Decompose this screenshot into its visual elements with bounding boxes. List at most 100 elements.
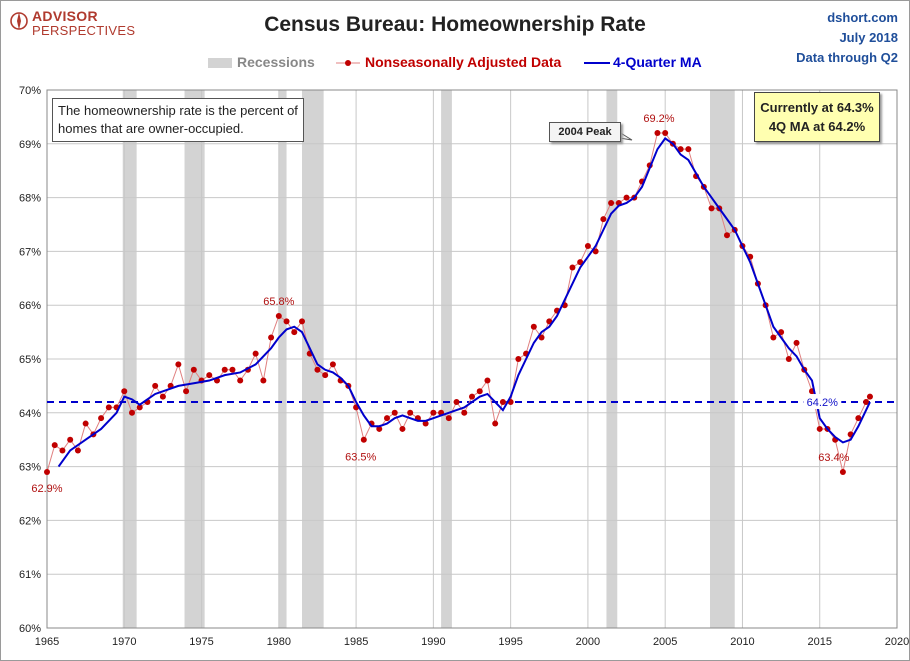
- plot-border: [46, 89, 898, 629]
- ma-series: [57, 137, 871, 468]
- compass-icon: [10, 12, 28, 30]
- nsa-series: [44, 130, 873, 475]
- nsa-data-point: [105, 404, 112, 411]
- current-ma-text: 4Q MA at 64.2%: [768, 119, 866, 134]
- x-tick-label: 1970: [112, 636, 136, 648]
- nsa-data-point: [685, 146, 692, 153]
- nsa-data-point: [453, 399, 460, 406]
- y-tick-label: 69%: [19, 139, 41, 151]
- nsa-data-point: [391, 409, 398, 416]
- nsa-data-point: [584, 243, 591, 250]
- nsa-data-point: [322, 372, 329, 379]
- nsa-data-point: [98, 415, 105, 422]
- axes: 60% 61% 62% 63% 64% 65% 66% 67% 68% 69% 70% 1965 197…: [19, 85, 909, 648]
- x-tick-label: 1975: [189, 636, 213, 648]
- nsa-data-point: [608, 199, 615, 206]
- definition-note: The homeownership rate is the percent of…: [52, 98, 304, 142]
- nsa-data-point: [206, 372, 213, 379]
- nsa-data-point: [44, 468, 50, 475]
- nsa-data-point: [484, 377, 491, 384]
- chart-title: Census Bureau: Homeownership Rate: [264, 13, 646, 36]
- nsa-data-point: [770, 334, 777, 341]
- nsa-data-point: [530, 323, 537, 330]
- y-tick-label: 63%: [19, 462, 41, 474]
- ma-series-line: [57, 137, 871, 468]
- nsa-data-point: [74, 447, 81, 454]
- y-tick-label: 68%: [19, 193, 41, 205]
- advisor-perspectives-logo: ADVISOR PERSPECTIVES: [10, 8, 140, 40]
- y-tick-label: 60%: [19, 623, 41, 635]
- nsa-data-point: [229, 366, 236, 373]
- nsa-data-point: [863, 399, 870, 406]
- point-value-label: 69.2%: [643, 113, 674, 125]
- reference-value-label: 64.2%: [807, 397, 838, 409]
- gridlines: [46, 89, 898, 629]
- x-tick-label: 2015: [807, 636, 831, 648]
- nsa-data-point: [793, 339, 800, 346]
- nsa-data-point: [839, 468, 846, 475]
- nsa-series-line: [46, 132, 871, 473]
- nsa-data-point: [384, 415, 390, 422]
- nsa-data-point: [654, 130, 661, 137]
- nsa-data-point: [492, 420, 499, 427]
- nsa-data-point: [268, 334, 275, 341]
- point-value-label: 63.5%: [345, 452, 376, 464]
- nsa-data-point: [855, 415, 862, 422]
- nsa-data-point: [422, 420, 429, 427]
- y-tick-label: 61%: [19, 569, 41, 581]
- nsa-data-point: [291, 329, 298, 336]
- legend-ma-label: 4-Quarter MA: [613, 54, 702, 70]
- nsa-data-point: [51, 442, 58, 449]
- nsa-data-point: [724, 232, 730, 239]
- nsa-data-point: [677, 146, 684, 153]
- nsa-data-point: [152, 382, 159, 389]
- x-tick-label: 1995: [498, 636, 522, 648]
- nsa-data-point: [708, 205, 715, 212]
- legend-recessions-label: Recessions: [237, 54, 315, 70]
- current-value-box: Currently at 64.3% 4Q MA at 64.2%: [754, 92, 880, 142]
- peak-callout: 2004 Peak: [549, 122, 621, 142]
- x-tick-label: 1980: [267, 636, 291, 648]
- nsa-data-point: [159, 393, 166, 400]
- legend-ma-swatch: [584, 62, 610, 64]
- nsa-data-point: [399, 425, 406, 432]
- ref-label-bg: [803, 394, 842, 410]
- nsa-data-point: [778, 329, 785, 336]
- nsa-data-point: [785, 356, 792, 362]
- current-rate-text: Currently at 64.3%: [760, 100, 874, 115]
- nsa-data-point: [577, 259, 584, 266]
- nsa-data-point: [866, 393, 873, 400]
- source-date: July 2018: [839, 30, 898, 45]
- point-labels: 62.9% 65.8% 63.5% 69.2% 63.4% 64.2%: [31, 113, 849, 495]
- y-tick-label: 67%: [19, 246, 41, 258]
- point-value-label: 63.4%: [818, 452, 849, 464]
- nsa-data-point: [476, 388, 483, 395]
- x-tick-label: 2000: [576, 636, 600, 648]
- nsa-data-point: [221, 366, 228, 373]
- nsa-data-point: [314, 366, 321, 373]
- nsa-data-point: [499, 399, 506, 406]
- chart-legend: Recessions Nonseasonally Adjusted Data 4…: [0, 53, 910, 73]
- y-tick-label: 65%: [19, 354, 41, 366]
- x-tick-label: 2020: [885, 636, 909, 648]
- nsa-data-point: [623, 194, 630, 201]
- nsa-data-point: [67, 436, 74, 443]
- nsa-data-point: [299, 318, 305, 325]
- nsa-data-point: [175, 361, 182, 368]
- source-block: dshort.com July 2018 Data through Q2: [796, 8, 898, 68]
- nsa-data-point: [360, 436, 367, 443]
- y-tick-label: 66%: [19, 300, 41, 312]
- nsa-data-point: [600, 216, 607, 223]
- nsa-data-point: [445, 415, 452, 422]
- nsa-data-point: [592, 248, 599, 255]
- legend-nsa-swatch: [336, 60, 360, 66]
- nsa-data-point: [59, 447, 66, 454]
- nsa-data-point: [260, 377, 267, 384]
- logo-line2: PERSPECTIVES: [32, 23, 136, 38]
- nsa-data-point: [283, 318, 290, 325]
- source-site: dshort.com: [827, 10, 898, 25]
- nsa-data-point: [252, 350, 259, 357]
- x-tick-label: 1985: [344, 636, 368, 648]
- nsa-data-point: [183, 388, 190, 395]
- logo-line1: ADVISOR: [32, 8, 98, 24]
